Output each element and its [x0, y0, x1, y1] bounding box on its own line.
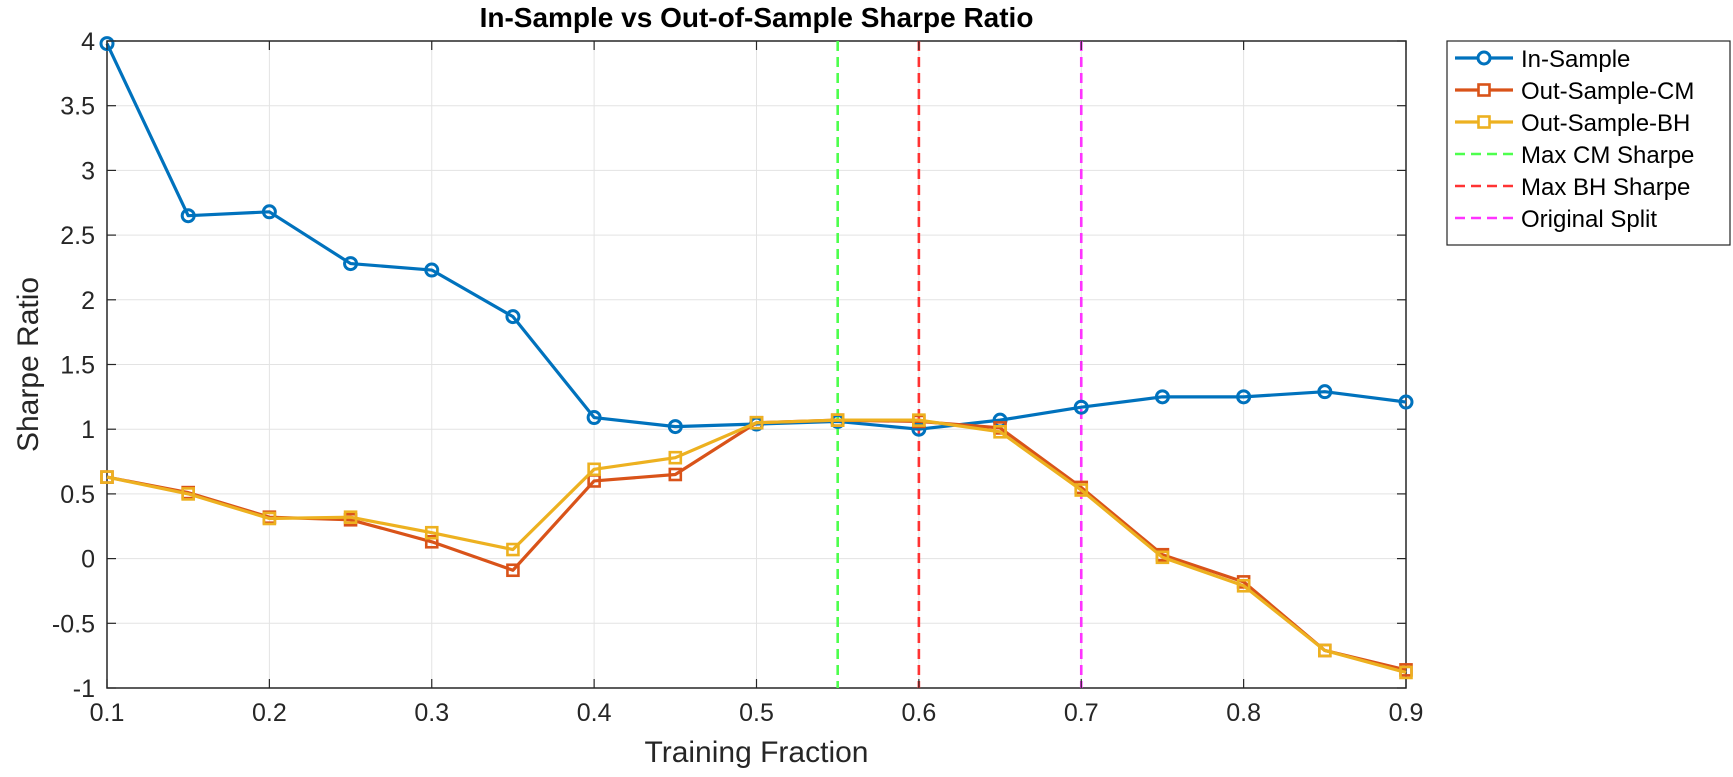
data-point	[1318, 643, 1332, 658]
x-tick-label: 0.7	[1064, 699, 1099, 727]
y-tick-label: 3.5	[60, 93, 95, 121]
data-point	[911, 421, 927, 437]
legend-label: Out-Sample-CM	[1521, 78, 1694, 105]
y-tick-label: 2	[81, 287, 95, 315]
data-point	[261, 204, 277, 220]
legend-entry: Out-Sample-BH	[1455, 110, 1690, 137]
x-tick-label: 0.4	[577, 699, 612, 727]
x-tick-label: 0.9	[1389, 699, 1424, 727]
reference-lines	[836, 41, 1083, 688]
legend: In-Sample Out-Sample-CM Out-Sample-BH Max C…	[1446, 40, 1731, 246]
data-point	[1073, 399, 1089, 415]
data-point	[586, 410, 602, 426]
x-axis-title: Training Fraction	[645, 736, 869, 769]
data-point	[1236, 389, 1252, 405]
legend-label: In-Sample	[1521, 46, 1630, 73]
data-point	[343, 256, 359, 272]
data-point	[587, 462, 601, 477]
data-point	[1154, 389, 1170, 405]
legend-box	[1446, 40, 1731, 246]
grid	[106, 40, 1407, 689]
data-point	[262, 511, 277, 526]
y-tick-label: 0.5	[60, 481, 95, 509]
legend-marker	[1477, 83, 1491, 97]
y-tick-label: -1	[73, 675, 95, 703]
y-axis-title: Sharpe Ratio	[12, 277, 45, 452]
series	[99, 36, 1414, 680]
series-group	[100, 413, 1413, 680]
data-point	[1399, 665, 1413, 680]
legend-entry: In-Sample	[1455, 46, 1630, 73]
y-tick-label: 2.5	[60, 222, 95, 250]
y-tick-label: -0.5	[52, 610, 95, 638]
data-point	[181, 487, 195, 501]
data-point	[912, 413, 926, 427]
data-point	[667, 419, 683, 435]
x-tick-label: 0.8	[1226, 699, 1261, 727]
x-tick-label: 0.2	[252, 699, 287, 727]
legend-label: Original Split	[1521, 206, 1657, 233]
data-point	[1398, 394, 1414, 410]
legend-label: Max BH Sharpe	[1521, 174, 1690, 201]
legend-marker	[1476, 50, 1492, 66]
data-point	[424, 525, 439, 540]
data-point	[506, 542, 520, 557]
y-tick-label: 1	[81, 416, 95, 444]
legend-marker	[1477, 115, 1491, 129]
legend-entry: Max CM Sharpe	[1455, 142, 1694, 169]
y-tick-label: 0	[81, 546, 95, 574]
x-tick-label: 0.6	[901, 699, 936, 727]
data-point	[424, 534, 439, 549]
y-tick-label: 3	[81, 157, 95, 185]
axis-ticks: 0.1 0.2 0.3 0.4 0.5 0.6 0.7 0.8 0.9 -1 -0.5 0 0.5 1 1.…	[52, 28, 1423, 727]
y-tick-label: 4	[81, 28, 95, 56]
data-point	[180, 208, 196, 224]
data-point	[343, 510, 358, 524]
legend-entry: Original Split	[1455, 206, 1657, 233]
legend-entry: Max BH Sharpe	[1455, 174, 1690, 201]
data-point	[668, 450, 683, 465]
chart-title: In-Sample vs Out-of-Sample Sharpe Ratio	[480, 2, 1034, 33]
y-tick-label: 1.5	[60, 352, 95, 380]
data-point	[505, 309, 521, 325]
legend-entry: Out-Sample-CM	[1455, 78, 1694, 105]
legend-label: Out-Sample-BH	[1521, 110, 1690, 137]
data-point	[830, 413, 845, 427]
data-point	[1317, 384, 1333, 400]
x-tick-label: 0.1	[90, 699, 125, 727]
data-point	[668, 467, 683, 482]
series-line	[106, 418, 1407, 675]
x-tick-label: 0.3	[414, 699, 449, 727]
data-point	[100, 470, 114, 484]
data-point	[993, 424, 1007, 439]
data-point	[1074, 483, 1089, 497]
data-point	[749, 415, 764, 430]
data-point	[424, 262, 440, 278]
data-point	[1236, 578, 1251, 593]
legend-label: Max CM Sharpe	[1521, 142, 1694, 169]
data-point	[1155, 550, 1170, 565]
data-point	[506, 563, 520, 578]
x-tick-label: 0.5	[739, 699, 774, 727]
